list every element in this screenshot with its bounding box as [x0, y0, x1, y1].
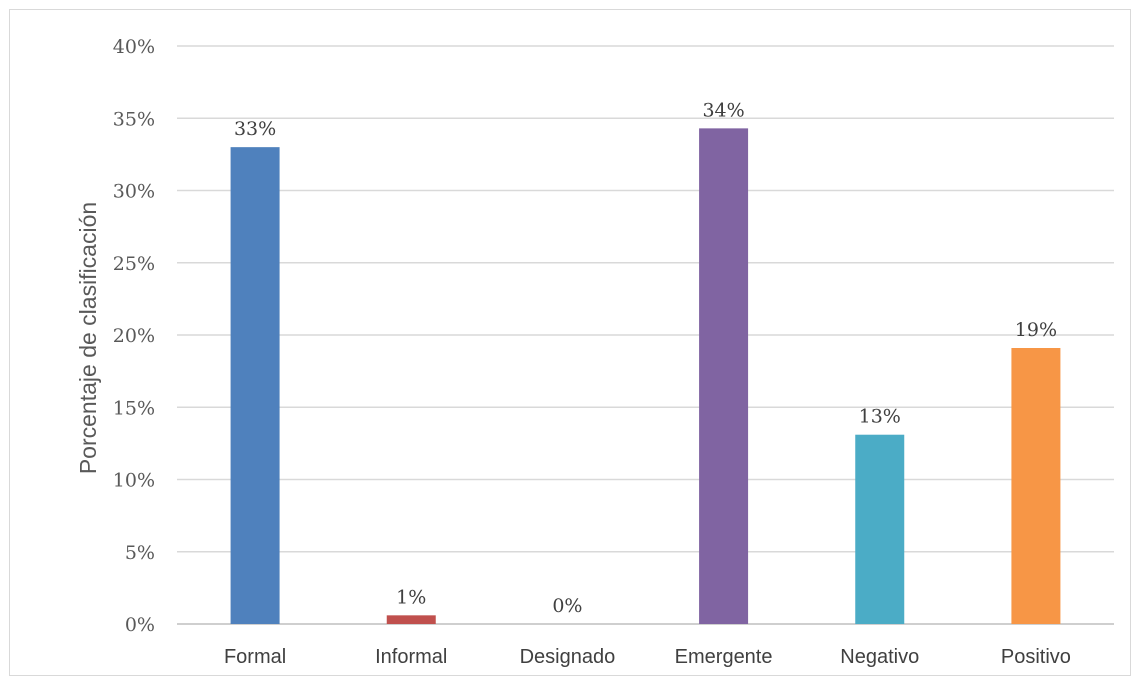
x-category-label: Positivo: [1001, 646, 1071, 668]
chart-frame: [9, 9, 1131, 676]
x-category-label: Informal: [375, 646, 447, 668]
bar-negativo: [855, 434, 905, 624]
x-category-label: Emergente: [675, 646, 773, 668]
x-category-label: Formal: [224, 646, 286, 668]
y-tick-label: 20%: [113, 325, 155, 347]
y-tick-label: 0%: [125, 614, 155, 636]
data-label: 33%: [234, 118, 276, 140]
y-axis-title: Porcentaje de clasificación: [75, 202, 101, 474]
y-tick-label: 25%: [113, 253, 155, 275]
data-labels: 33% 1% 0% 34% 13% 19%: [234, 99, 1057, 617]
y-tick-label: 40%: [113, 36, 155, 58]
x-category-label: Designado: [520, 646, 616, 668]
y-tick-label: 30%: [113, 181, 155, 203]
bar-informal: [386, 615, 436, 624]
y-tick-label: 10%: [113, 470, 155, 492]
y-axis-ticks: 0% 5% 10% 15% 20% 25% 30% 35% 40%: [113, 36, 155, 636]
data-label: 0%: [552, 595, 582, 617]
gridlines: [177, 45, 1114, 625]
y-tick-label: 5%: [125, 542, 155, 564]
data-label: 34%: [702, 99, 744, 121]
data-label: 13%: [859, 406, 901, 428]
bar-emergente: [699, 128, 749, 625]
data-label: 1%: [396, 586, 426, 608]
y-tick-label: 15%: [113, 397, 155, 419]
x-axis-categories: Formal Informal Designado Emergente Negativo…: [224, 646, 1071, 668]
bar-positivo: [1011, 348, 1061, 624]
data-label: 19%: [1015, 319, 1057, 341]
x-category-label: Negativo: [840, 646, 919, 668]
bars: [230, 128, 1061, 625]
bar-formal: [230, 147, 280, 624]
y-tick-label: 35%: [113, 108, 155, 130]
